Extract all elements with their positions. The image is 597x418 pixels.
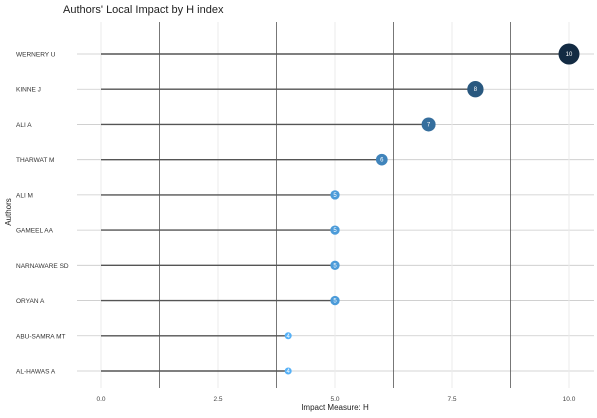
chart-title: Authors' Local Impact by H index	[63, 4, 224, 16]
y-tick-label: GAMEEL AA	[16, 228, 54, 235]
data-point	[330, 225, 340, 235]
y-tick-label: KINNE J	[16, 87, 41, 94]
data-point-label: 8	[474, 87, 478, 93]
data-point-label: 5	[333, 228, 337, 234]
data-point	[284, 367, 292, 375]
y-tick-label: AL-HAWAS A	[16, 369, 56, 376]
y-tick-label: WERNERY U	[16, 52, 56, 59]
x-tick-labels: 0.0 2.5 5.0 7.5 10.0	[96, 396, 575, 403]
stems	[101, 53, 569, 372]
data-point	[558, 43, 580, 65]
x-tick-label: 2.5	[213, 396, 222, 403]
y-tick-label: THARWAT M	[16, 157, 54, 164]
y-tick-labels: WERNERY U KINNE J ALI A THARWAT M ALI M GAMEE…	[16, 52, 69, 376]
x-tick-label: 0.0	[96, 396, 105, 403]
y-tick-label: ORYAN A	[16, 298, 45, 305]
data-point	[330, 260, 340, 271]
data-point-label: 10	[566, 52, 573, 58]
x-axis-title: Impact Measure: H	[301, 403, 369, 412]
data-point	[330, 190, 340, 200]
y-tick-label: ABU-SAMRA MT	[16, 333, 66, 340]
data-point-label: 6	[380, 158, 384, 164]
y-tick-label: NARNAWARE SD	[16, 263, 69, 270]
data-point-label: 4	[287, 369, 291, 375]
x-tick-label: 10.0	[563, 396, 576, 403]
y-axis-title: Authors	[4, 198, 13, 226]
x-tick-label: 7.5	[447, 396, 456, 403]
data-point-label: 5	[333, 263, 337, 269]
data-point	[467, 81, 484, 98]
data-point	[421, 117, 436, 132]
data-point-label: 5	[333, 299, 337, 305]
y-tick-label: ALI A	[16, 122, 32, 129]
dots: 10 8 7 6 5 5 5 5 4 4	[284, 43, 580, 375]
x-tick-label: 5.0	[330, 396, 339, 403]
data-point-label: 7	[427, 122, 431, 128]
data-point-label: 5	[333, 193, 337, 199]
data-point	[330, 295, 340, 306]
y-tick-label: ALI M	[16, 192, 33, 199]
data-point	[284, 332, 292, 340]
data-point	[375, 153, 388, 166]
data-point-label: 4	[287, 334, 291, 340]
